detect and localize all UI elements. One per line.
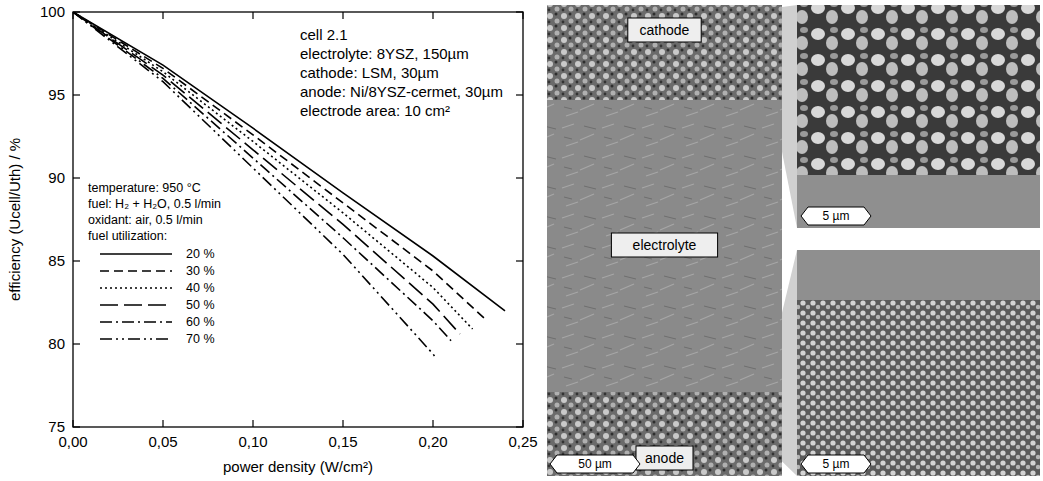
annotation: cell 2.1 [300, 26, 348, 43]
legend-swatch [100, 253, 172, 255]
y-tick [516, 260, 523, 261]
layer-label: anode [645, 450, 684, 466]
layer-label: electrolyte [633, 237, 697, 253]
condition: temperature: 950 °C [88, 181, 201, 195]
legend-swatch [100, 287, 172, 289]
x-tick-label: 0,15 [328, 433, 357, 450]
layer-label-box [628, 18, 701, 42]
x-tick-label: 0,00 [58, 433, 87, 450]
condition: oxidant: air, 0.5 l/min [88, 213, 203, 227]
scale-bar-label: 5 µm [823, 209, 850, 223]
x-tick [342, 12, 343, 19]
x-tick [162, 420, 163, 427]
legend-swatch [100, 270, 172, 272]
scale-bar-label: 50 µm [578, 457, 612, 471]
x-tick [252, 420, 253, 427]
scale-bar-label: 5 µm [823, 457, 850, 471]
legend-label: 20 % [186, 247, 215, 261]
y-tick [516, 177, 523, 178]
x-tick [72, 420, 73, 427]
scale-bar [801, 455, 871, 473]
series-line [73, 12, 473, 329]
x-tick-label: 0,10 [238, 433, 267, 450]
legend-label: 60 % [186, 315, 215, 329]
annotation: cathode: LSM, 30µm [300, 64, 439, 81]
legend-label: 50 % [186, 298, 215, 312]
layer-label-box [636, 446, 693, 470]
legend-swatch [100, 321, 172, 323]
annotation: electrolyte: 8YSZ, 150µm [300, 45, 469, 62]
legend-swatch [100, 304, 172, 306]
annotation: electrode area: 10 cm² [300, 102, 450, 119]
anode-zoom-electrolyte [797, 250, 1040, 300]
y-tick-label: 80 [48, 335, 65, 352]
y-tick-label: 100 [40, 3, 65, 20]
y-tick [73, 426, 80, 427]
y-tick [73, 177, 80, 178]
x-tick [252, 12, 253, 19]
y-tick-label: 85 [48, 252, 65, 269]
legend-label: 40 % [186, 281, 215, 295]
lines [73, 12, 505, 359]
cathode-zoom-electrolyte [797, 175, 1040, 228]
y-tick [73, 94, 80, 95]
y-tick [516, 343, 523, 344]
cathode-image [547, 5, 782, 100]
y-tick-label: 90 [48, 169, 65, 186]
legend-swatch [100, 338, 172, 340]
scale-bar [801, 207, 871, 225]
legend-label: 30 % [186, 264, 215, 278]
y-tick [73, 343, 80, 344]
layer-label: cathode [640, 22, 690, 38]
y-tick-label: 75 [48, 418, 65, 435]
y-axis-title: efficiency (Ucell/Uth) / % [6, 138, 23, 301]
x-tick-label: 0,05 [148, 433, 177, 450]
annotation: anode: Ni/8YSZ-cermet, 30µm [300, 83, 503, 100]
x-tick [162, 12, 163, 19]
y-tick [516, 11, 523, 12]
x-axis-title: power density (W/cm²) [223, 458, 373, 475]
x-tick [432, 420, 433, 427]
plot-frame [73, 12, 523, 427]
legend-title: fuel utilization: [88, 229, 167, 243]
scale-bar [550, 455, 640, 473]
anode-zoom-image [797, 250, 1040, 476]
x-tick-label: 0,20 [418, 433, 447, 450]
legend: 20 % 30 % 40 % 50 % 60 % 70 % [100, 247, 215, 346]
x-tick [342, 420, 343, 427]
legend-label: 70 % [186, 332, 215, 346]
layer-label-box [611, 233, 717, 257]
figure: 0,00 0,05 0,10 0,15 0,20 0,25 75 80 85 90 95 100 pow… [0, 0, 1043, 481]
condition: fuel: H₂ + H₂O, 0.5 l/min [88, 197, 221, 211]
anode-image [547, 392, 782, 476]
y-tick [516, 94, 523, 95]
x-tick [432, 12, 433, 19]
y-tick [516, 426, 523, 427]
x-tick [522, 12, 523, 19]
x-tick-label: 0,25 [508, 433, 537, 450]
electrolyte-image [547, 100, 782, 392]
cathode-zoom-image [797, 5, 1040, 228]
x-tick [522, 420, 523, 427]
y-tick-label: 95 [48, 86, 65, 103]
y-tick [73, 260, 80, 261]
